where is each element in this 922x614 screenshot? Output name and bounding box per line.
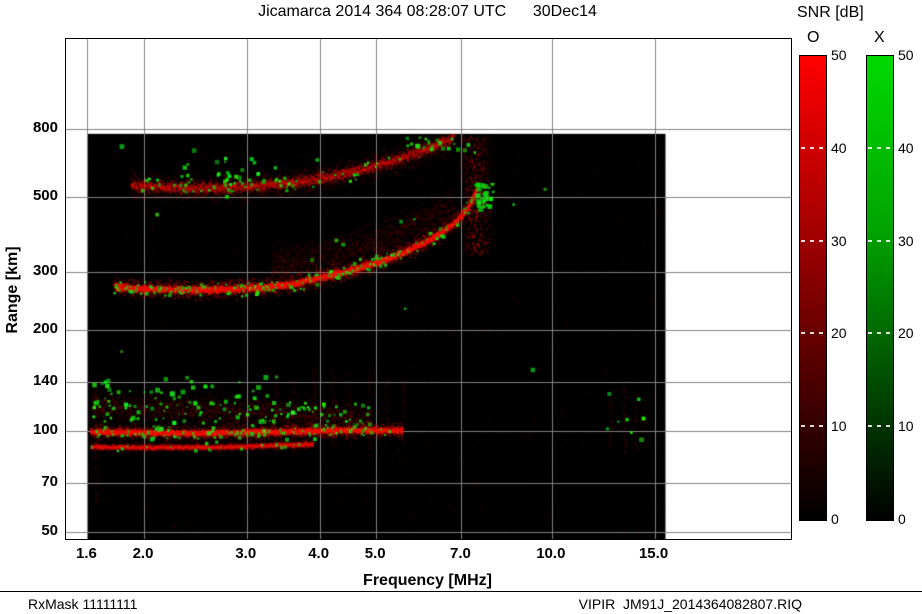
x-tick-label: 1.6 (76, 545, 97, 562)
colorbar-title: SNR [dB] (797, 4, 864, 21)
colorbar-level-dash (868, 332, 892, 335)
colorbar-tick-label: 20 (898, 325, 914, 342)
y-tick-label: 500 (32, 187, 58, 205)
y-tick-label: 70 (41, 472, 58, 490)
colorbar-tick-label: 40 (898, 139, 914, 156)
x-tick-label: 7.0 (450, 545, 471, 562)
colorbar-x-gradient (866, 55, 894, 521)
x-tick-label: 10.0 (536, 545, 566, 562)
x-axis-title: Frequency [MHz] (363, 572, 492, 589)
x-tick-label: 5.0 (364, 545, 386, 562)
colorbar-tick-label: 20 (831, 325, 847, 342)
y-tick-label: 140 (32, 372, 58, 390)
y-tick-label: 800 (32, 119, 58, 137)
colorbar-tick-label: 0 (898, 511, 906, 527)
colorbar-level-dash (801, 146, 825, 149)
x-tick-label: 3.0 (235, 545, 257, 562)
colorbar-tick-label: 30 (831, 232, 847, 249)
colorbar-x-mode-label: X (874, 29, 885, 46)
colorbar-o-mode-label: O (807, 29, 820, 46)
footer-rxmask: RxMask 11111111 (28, 596, 138, 612)
colorbar-level-dash (868, 425, 892, 428)
footer-divider (0, 591, 922, 592)
colorbar-level-dash (801, 425, 825, 428)
colorbar-tick-label: 10 (898, 418, 914, 435)
colorbar-tick-label: 50 (831, 47, 847, 63)
y-tick-label: 300 (32, 261, 58, 279)
footer-filename: VIPIR JM91J_2014364082807.RIQ (578, 596, 802, 612)
colorbar-level-dash (868, 239, 892, 242)
colorbar-tick-label: 30 (898, 232, 914, 249)
plot-area (65, 38, 792, 540)
colorbar-tick-label: 50 (898, 47, 914, 63)
y-tick-label: 200 (32, 320, 58, 338)
ionogram-plot (66, 39, 791, 539)
y-tick-label: 50 (41, 521, 58, 539)
colorbar-tick-label: 0 (831, 511, 839, 527)
x-tick-label: 15.0 (638, 545, 669, 562)
colorbar-level-dash (868, 146, 892, 149)
x-tick-label: 4.0 (308, 545, 330, 562)
colorbar-level-dash (801, 239, 825, 242)
colorbar-o-gradient (799, 55, 827, 521)
colorbar-tick-label: 10 (831, 418, 847, 435)
colorbar-tick-label: 40 (831, 139, 847, 156)
colorbar-level-dash (801, 332, 825, 335)
chart-title: Jicamarca 2014 364 08:28:07 UTC 30Dec14 (258, 3, 597, 20)
y-tick-label: 100 (32, 420, 58, 438)
x-tick-label: 2.0 (132, 545, 154, 562)
